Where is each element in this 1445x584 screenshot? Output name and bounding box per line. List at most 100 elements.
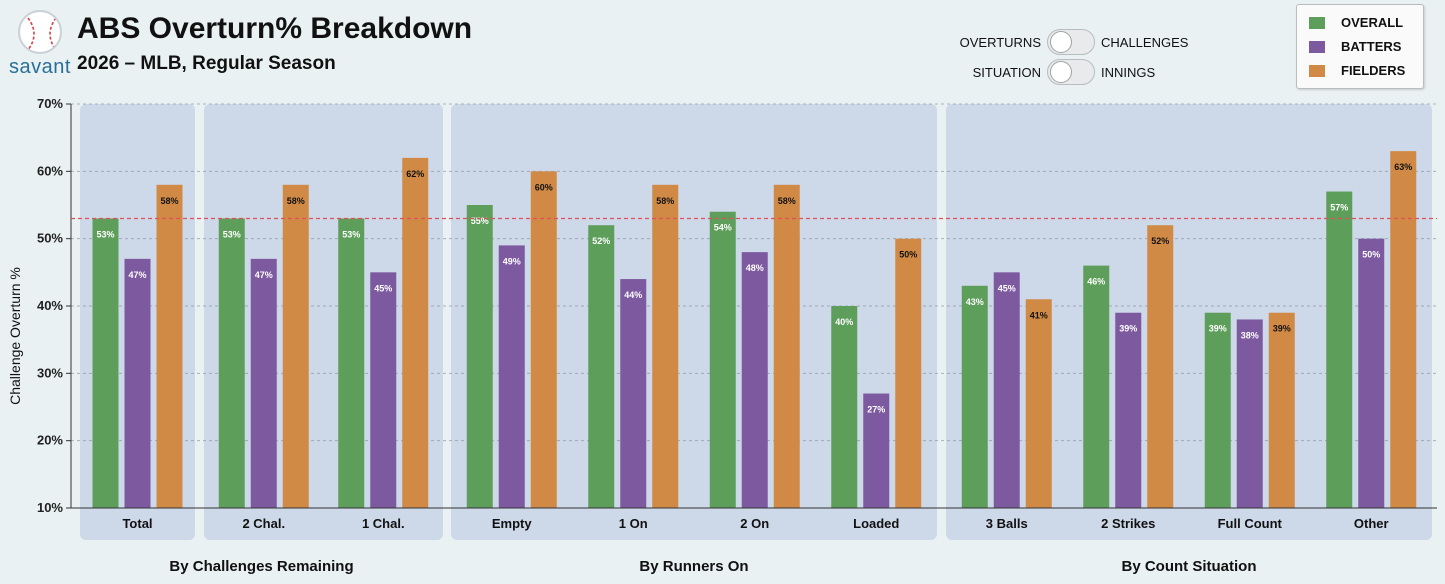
bar-overall — [709, 211, 736, 508]
bar-value-label: 52% — [1151, 236, 1169, 246]
legend-label: BATTERS — [1341, 39, 1402, 54]
category-label: Empty — [492, 516, 533, 531]
bar-value-label: 40% — [835, 317, 853, 327]
toggle-left-label: OVERTURNS — [959, 34, 1041, 50]
bar-batters — [124, 258, 151, 508]
toggle-right-label: INNINGS — [1101, 64, 1156, 80]
group-label: By Runners On — [639, 558, 748, 575]
bar-batters — [370, 272, 397, 508]
legend-swatch-fielders — [1309, 64, 1325, 77]
bar-overall — [1083, 265, 1110, 508]
bar-fielders — [652, 184, 679, 509]
bar-value-label: 27% — [867, 405, 885, 415]
bar-fielders — [1025, 299, 1052, 508]
category-label: Full Count — [1218, 516, 1283, 531]
situation-innings-switch[interactable] — [1047, 59, 1095, 85]
bar-fielders — [530, 171, 557, 509]
bar-value-label: 58% — [656, 196, 674, 206]
bar-value-label: 58% — [287, 196, 305, 206]
overturns-challenges-switch[interactable] — [1047, 29, 1095, 55]
bar-value-label: 50% — [899, 250, 917, 260]
category-label: Total — [122, 516, 152, 531]
category-label: 2 Chal. — [242, 516, 285, 531]
legend-swatch-overall — [1309, 16, 1325, 29]
legend-item-overall[interactable]: OVERALL — [1309, 15, 1403, 30]
bar-batters — [1115, 312, 1142, 508]
category-label: Loaded — [853, 516, 899, 531]
bar-overall — [831, 306, 858, 508]
category-label: 1 Chal. — [362, 516, 405, 531]
bar-overall — [218, 218, 245, 508]
bar-value-label: 39% — [1209, 324, 1227, 334]
bar-overall — [588, 225, 615, 508]
y-tick-label: 30% — [37, 365, 63, 380]
page-title: ABS Overturn% Breakdown — [77, 12, 473, 45]
bar-fielders — [1147, 225, 1174, 508]
category-label: 3 Balls — [986, 516, 1028, 531]
category-label: 2 Strikes — [1101, 516, 1155, 531]
group-label: By Challenges Remaining — [169, 558, 353, 575]
switch-knob — [1050, 61, 1072, 83]
bar-value-label: 58% — [778, 196, 796, 206]
legend-label: OVERALL — [1341, 15, 1404, 30]
bar-value-label: 57% — [1330, 203, 1348, 213]
switch-knob — [1050, 31, 1072, 53]
toggle-left-label: SITUATION — [972, 64, 1041, 80]
bar-value-label: 50% — [1362, 250, 1380, 260]
bar-overall — [1204, 312, 1231, 508]
bar-batters — [250, 258, 277, 508]
bar-value-label: 49% — [503, 256, 521, 266]
savant-logo[interactable]: savant — [8, 10, 70, 80]
bar-batters — [620, 279, 647, 508]
y-tick-label: 70% — [37, 96, 63, 111]
chart-panel — [946, 104, 1432, 540]
category-label: 2 On — [740, 516, 769, 531]
group-label: By Count Situation — [1122, 558, 1257, 575]
bar-value-label: 54% — [714, 223, 732, 233]
bar-overall — [92, 218, 119, 508]
bar-value-label: 44% — [624, 290, 642, 300]
bar-overall — [466, 205, 493, 508]
y-tick-label: 40% — [37, 298, 63, 313]
bar-fielders — [895, 238, 922, 508]
bar-value-label: 48% — [746, 263, 764, 273]
legend-label: FIELDERS — [1341, 63, 1406, 78]
bar-value-label: 39% — [1273, 324, 1291, 334]
bar-value-label: 63% — [1394, 162, 1412, 172]
y-tick-label: 50% — [37, 231, 63, 246]
chart-panel — [451, 104, 937, 540]
logo-text: savant — [9, 56, 71, 78]
bar-batters — [498, 245, 525, 508]
situation-innings-toggle-row: SITUATION INNINGS — [946, 59, 1155, 85]
bar-fielders — [282, 184, 309, 509]
bar-value-label: 41% — [1030, 310, 1048, 320]
y-tick-label: 10% — [37, 500, 63, 515]
category-label: Other — [1354, 516, 1389, 531]
page-subtitle: 2026 – MLB, Regular Season — [77, 53, 336, 74]
y-tick-label: 20% — [37, 433, 63, 448]
bar-value-label: 45% — [374, 283, 392, 293]
overturns-challenges-toggle-row: OVERTURNS CHALLENGES — [946, 29, 1188, 55]
bar-batters — [1236, 319, 1263, 508]
bar-value-label: 47% — [128, 270, 146, 280]
bar-fielders — [1268, 312, 1295, 508]
bar-batters — [1358, 238, 1385, 508]
legend-item-batters[interactable]: BATTERS — [1309, 39, 1401, 54]
bar-value-label: 45% — [998, 283, 1016, 293]
bar-value-label: 53% — [342, 229, 360, 239]
bar-overall — [1326, 191, 1353, 509]
bar-value-label: 53% — [96, 229, 114, 239]
toggle-right-label: CHALLENGES — [1101, 34, 1189, 50]
y-tick-label: 60% — [37, 163, 63, 178]
category-label: 1 On — [619, 516, 648, 531]
bar-batters — [863, 393, 890, 508]
bar-batters — [993, 272, 1020, 508]
bar-overall — [961, 285, 988, 508]
bar-fielders — [1390, 151, 1417, 508]
bar-value-label: 55% — [471, 216, 489, 226]
bar-value-label: 46% — [1087, 277, 1105, 287]
baseball-icon — [18, 10, 62, 54]
legend-item-fielders[interactable]: FIELDERS — [1309, 63, 1405, 78]
bar-value-label: 53% — [223, 229, 241, 239]
